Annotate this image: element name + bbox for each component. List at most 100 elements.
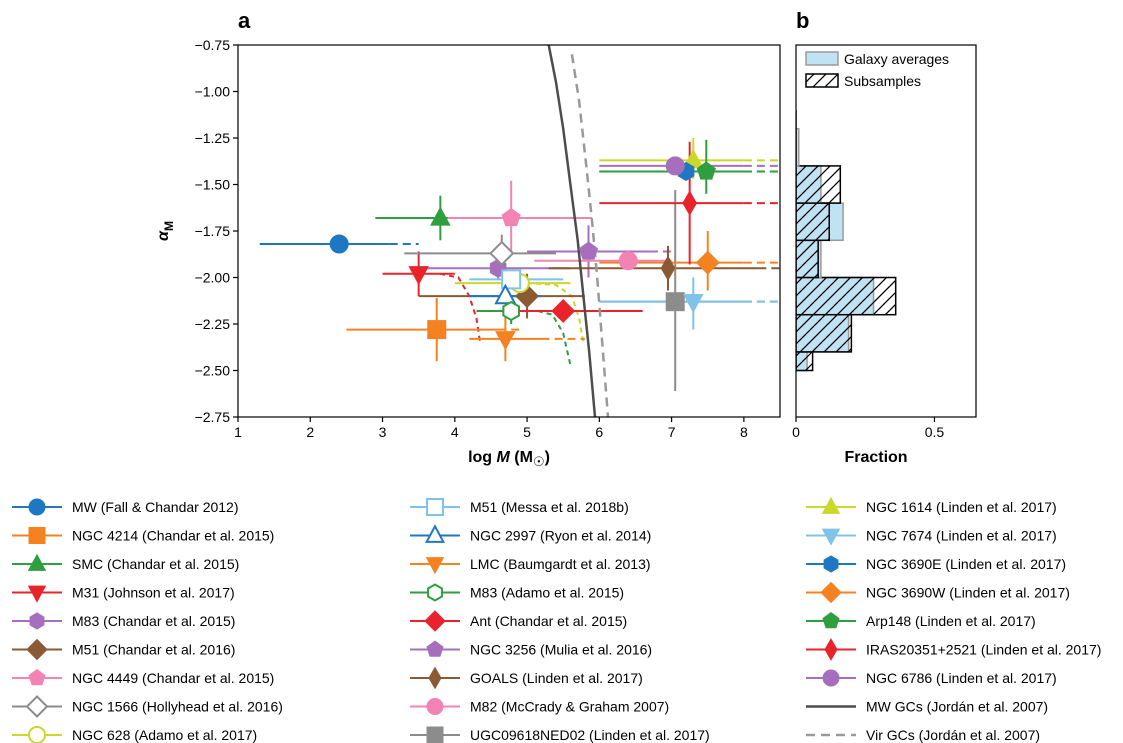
x-tick-label-b: 0	[792, 424, 800, 440]
legend-item: SMC (Chandar et al. 2015)	[12, 553, 239, 572]
legend-label: SMC (Chandar et al. 2015)	[72, 556, 239, 572]
legend-marker	[425, 557, 445, 575]
y-tick-label: −1.25	[195, 130, 231, 146]
plot-area-a	[259, 45, 780, 417]
legend-marker	[26, 638, 48, 661]
legend-label: M51 (Messa et al. 2018b)	[470, 499, 629, 515]
legend-b: Galaxy averages Subsamples	[805, 51, 949, 89]
panel-letter-b: b	[796, 8, 809, 33]
data-point-14	[578, 241, 599, 260]
legend-label: Ant (Chandar et al. 2015)	[470, 613, 627, 629]
gc-curve-25	[547, 45, 597, 417]
panel-b: 0 0.5 Fraction b Galaxy averages Subsamples	[792, 8, 977, 466]
x-tick-label: 7	[668, 424, 676, 440]
legend-marker	[428, 666, 442, 690]
y-tick-label: −1.50	[195, 177, 231, 193]
x-tick-label: 4	[451, 424, 459, 440]
bar-subsamples-2	[796, 276, 897, 316]
legend-marker	[28, 726, 46, 743]
legend-label: NGC 1614 (Linden et al. 2017)	[866, 499, 1057, 515]
legend-marker	[426, 498, 444, 516]
legend-marker	[29, 612, 45, 630]
data-point-0	[329, 234, 349, 254]
y-tick-label: −2.00	[195, 270, 231, 286]
legend-swatch-subsamples	[805, 73, 839, 88]
legend-item: M83 (Adamo et al. 2015)	[410, 583, 624, 602]
cutoff-curve-0	[440, 272, 482, 343]
legend-marker	[25, 695, 49, 718]
legend-item: NGC 3690W (Linden et al. 2017)	[806, 581, 1070, 604]
legend-label: NGC 3690W (Linden et al. 2017)	[866, 585, 1070, 601]
data-point-6	[501, 207, 521, 227]
legend-item: NGC 4214 (Chandar et al. 2015)	[12, 527, 274, 544]
data-point-21	[695, 250, 720, 275]
x-tick-label: 6	[595, 424, 603, 440]
legend-marker	[426, 726, 444, 743]
panel-letter-a: a	[238, 8, 251, 33]
y-tick-label: −2.75	[195, 409, 231, 425]
legend-item: NGC 6786 (Linden et al. 2017)	[806, 669, 1057, 687]
legend-marker	[426, 698, 444, 715]
legend-marker	[820, 581, 842, 604]
x-tick-label: 3	[379, 424, 387, 440]
bar-subsamples-5	[796, 165, 842, 204]
y-tick-label: −1.75	[195, 223, 231, 239]
data-point-22	[696, 161, 716, 180]
y-tick-label: −2.25	[195, 316, 231, 332]
legend-item: M51 (Messa et al. 2018b)	[410, 498, 629, 516]
panel-a: 1 2 3 4 5 6 7 8 −0.75 −1.00 −1.25 −1.50 −1.75 −2.00 −2…	[155, 8, 781, 469]
legend-marker	[822, 669, 840, 687]
x-tick-label: 5	[523, 424, 531, 440]
data-point-10	[494, 283, 517, 305]
legend-label: NGC 1566 (Hollyhead et al. 2016)	[72, 699, 283, 715]
legend-marker	[824, 638, 838, 661]
legend-item: Vir GCs (Jordán et al. 2007)	[806, 727, 1040, 743]
legend-label-subsamples: Subsamples	[844, 73, 921, 89]
legend-item: Ant (Chandar et al. 2015)	[410, 610, 627, 632]
legend-label: NGC 2997 (Ryon et al. 2014)	[470, 528, 651, 544]
legend-marker	[27, 585, 47, 603]
legend-label: NGC 7674 (Linden et al. 2017)	[866, 528, 1057, 544]
legend-label: NGC 4449 (Chandar et al. 2015)	[72, 670, 274, 686]
legend-label: MW (Fall & Chandar 2012)	[72, 499, 239, 515]
legend-marker	[427, 583, 443, 602]
x-axis-label-prefix: log	[468, 449, 496, 466]
legend-label: M83 (Chandar et al. 2015)	[72, 613, 235, 629]
x-axis-label-unit: (M	[510, 449, 533, 466]
legend-item: NGC 4449 (Chandar et al. 2015)	[12, 668, 274, 686]
x-tick-label: 2	[306, 424, 314, 440]
y-tick-label: −2.50	[195, 363, 231, 379]
legend-label: NGC 4214 (Chandar et al. 2015)	[72, 528, 274, 544]
legend-marker	[28, 668, 46, 686]
legend-item: MW GCs (Jordán et al. 2007)	[806, 699, 1048, 715]
legend-item: NGC 7674 (Linden et al. 2017)	[806, 528, 1057, 546]
legend-marker	[27, 553, 47, 571]
legend-label: NGC 3690E (Linden et al. 2017)	[866, 556, 1066, 572]
data-point-24	[665, 156, 685, 176]
y-tick-label: −0.75	[195, 37, 231, 53]
legend-item: MW (Fall & Chandar 2012)	[12, 498, 239, 516]
legend-label: UGC09618NED02 (Linden et al. 2017)	[470, 727, 710, 743]
legend-item: NGC 1614 (Linden et al. 2017)	[806, 496, 1057, 515]
legend-swatch-galaxy-averages	[805, 51, 839, 66]
data-point-3	[408, 266, 429, 286]
data-point-19	[682, 293, 704, 314]
y-tick-label: −1.00	[195, 84, 231, 100]
legend-item: M51 (Chandar et al. 2016)	[12, 638, 235, 661]
legend-marker	[426, 640, 444, 657]
legend-item: NGC 3256 (Mulia et al. 2016)	[410, 640, 652, 658]
legend-label: IRAS20351+2521 (Linden et al. 2017)	[866, 642, 1101, 658]
legend-label: Arp148 (Linden et al. 2017)	[866, 613, 1036, 629]
axes-frame-b	[795, 44, 977, 418]
data-point-16	[618, 251, 638, 271]
legend-item: NGC 2997 (Ryon et al. 2014)	[410, 524, 651, 544]
data-point-12	[502, 300, 520, 322]
legend-label: M31 (Johnson et al. 2017)	[72, 585, 235, 601]
legend-label: Vir GCs (Jordán et al. 2007)	[866, 727, 1040, 743]
legend-label: NGC 3256 (Mulia et al. 2016)	[470, 642, 652, 658]
data-point-13	[551, 299, 576, 323]
x-axis-label-close: )	[545, 449, 550, 466]
x-axis-label: log M (M☉)	[468, 449, 550, 469]
data-point-17	[665, 292, 685, 312]
data-point-1	[427, 320, 447, 340]
